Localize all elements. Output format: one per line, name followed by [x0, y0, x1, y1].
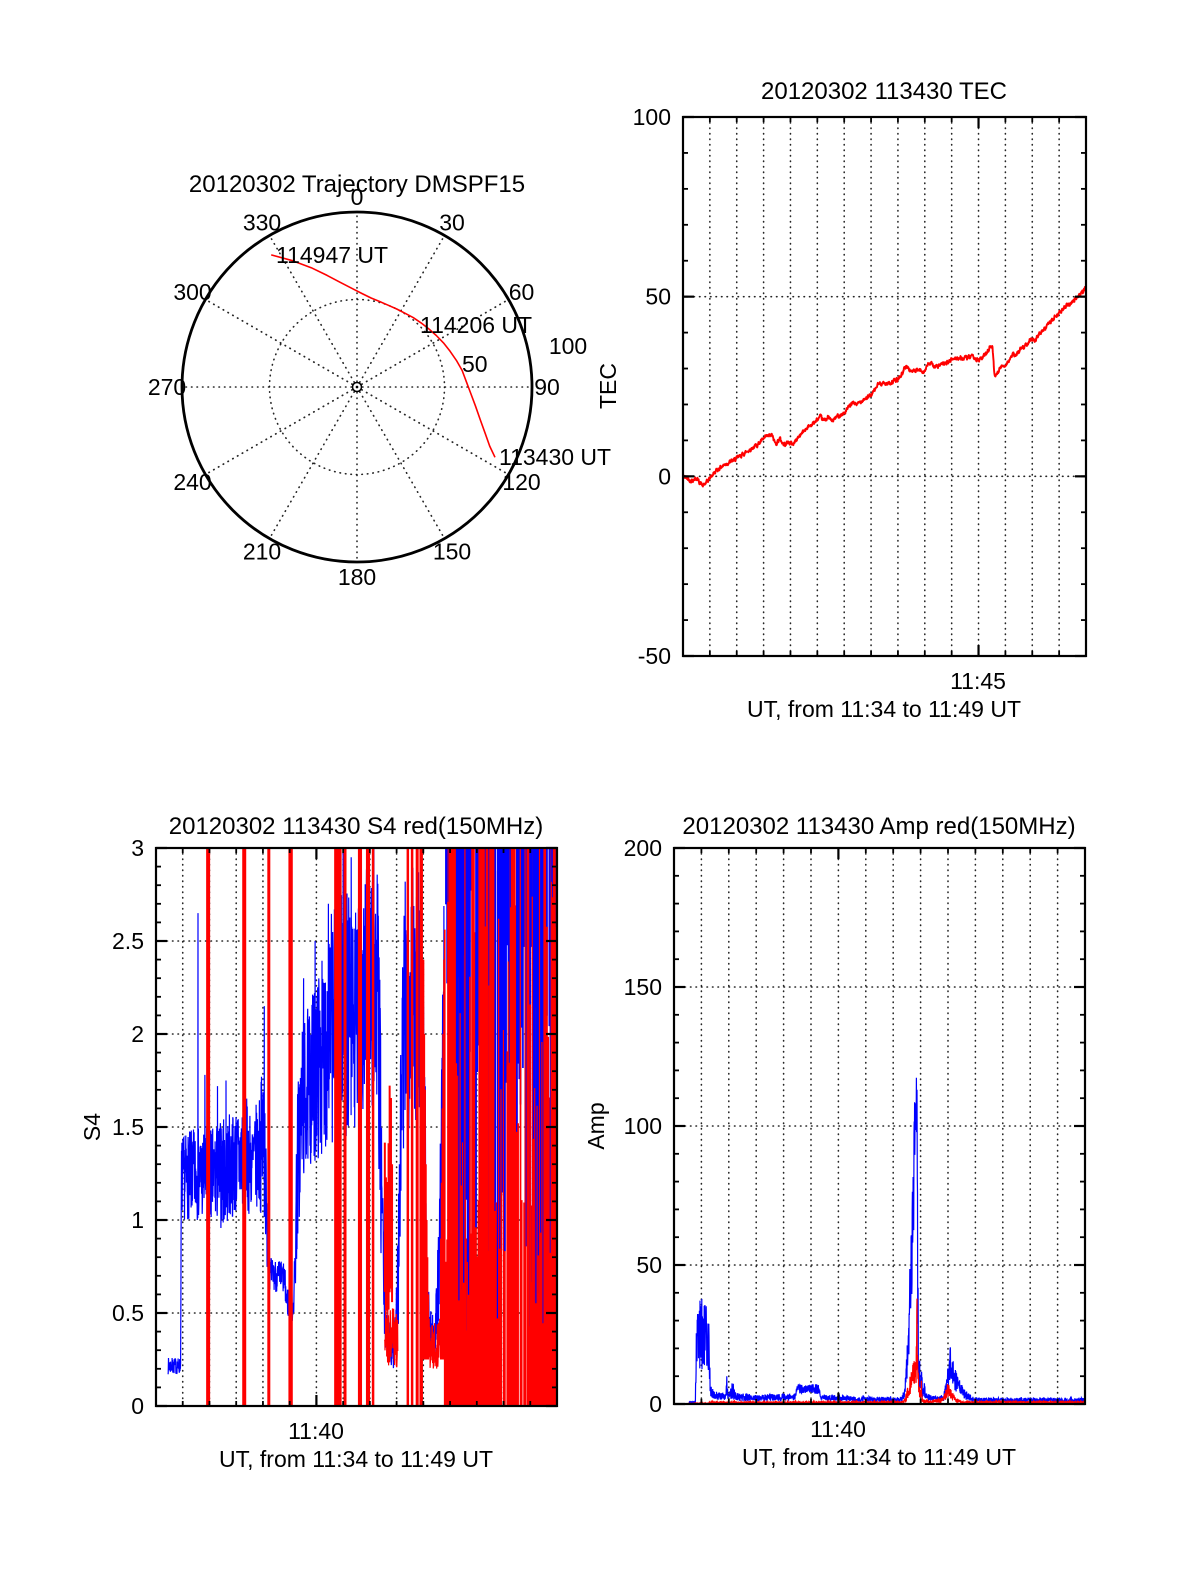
- polar-azimuth-label-30: 30: [439, 210, 465, 236]
- amp-ytick-label: 0: [649, 1391, 662, 1417]
- s4-title: 20120302 113430 S4 red(150MHz): [169, 813, 543, 840]
- polar-azimuth-label-60: 60: [509, 279, 535, 305]
- tec-line: [683, 285, 1086, 488]
- tec-ytick-label: 50: [645, 284, 671, 310]
- s4-x-axis-label: UT, from 11:34 to 11:49 UT: [219, 1446, 493, 1472]
- s4-ytick-label: 2.5: [112, 928, 144, 954]
- polar-azimuth-label-270: 270: [148, 374, 186, 400]
- polar-azimuth-label-0: 0: [351, 184, 364, 210]
- trajectory-title: 20120302 Trajectory DMSPF15: [189, 171, 525, 198]
- tec-y-axis-label: TEC: [595, 363, 621, 409]
- s4-y-axis-label: S4: [79, 1113, 105, 1141]
- polar-spoke: [268, 386, 358, 540]
- amp-ytick-label: 100: [624, 1113, 662, 1139]
- amp-series: [687, 1077, 1085, 1404]
- amp-x-axis-label: UT, from 11:34 to 11:49 UT: [742, 1444, 1016, 1470]
- s4-ytick-label: 3: [131, 835, 144, 861]
- trajectory-annotation-113430: 113430 UT: [499, 444, 611, 470]
- s4-ytick-label: 0: [131, 1393, 144, 1419]
- polar-azimuth-label-120: 120: [502, 469, 540, 495]
- s4-plot-frame: [154, 846, 559, 1408]
- tec-ytick-label: 0: [658, 463, 671, 489]
- polar-azimuth-label-330: 330: [243, 210, 281, 236]
- tec-title: 20120302 113430 TEC: [761, 78, 1007, 105]
- polar-azimuth-label-180: 180: [338, 564, 376, 590]
- tec-plot-frame: [681, 115, 1088, 658]
- plots-layer: [154, 115, 1088, 1408]
- trajectory-annotation-114947: 114947 UT: [276, 242, 388, 268]
- amp-plot: [672, 846, 1087, 1406]
- polar-azimuth-label-210: 210: [243, 539, 281, 565]
- s4-ytick-label: 0.5: [112, 1300, 144, 1326]
- polar-radial-label-50: 50: [462, 351, 488, 377]
- amp-plot-frame: [672, 846, 1087, 1406]
- polar-azimuth-label-300: 300: [173, 279, 211, 305]
- tec-ytick-label: 100: [633, 104, 671, 130]
- polar-spoke: [204, 386, 358, 476]
- s4-ytick-label: 2: [131, 1021, 144, 1047]
- polar-ring-50: [268, 298, 446, 476]
- polar-azimuth-label-240: 240: [173, 469, 211, 495]
- tec-plot: [681, 115, 1088, 658]
- amp-y-axis-label: Amp: [583, 1102, 609, 1149]
- tec-xtick-label: 11:45: [950, 668, 1006, 694]
- s4-series: [167, 848, 557, 1406]
- trajectory-path: [270, 254, 496, 458]
- amp-ytick-label: 50: [636, 1252, 662, 1278]
- s4-ytick-label: 1.5: [112, 1114, 144, 1140]
- polar-spoke: [356, 298, 510, 388]
- polar-center-mark: [351, 381, 363, 393]
- tec-series: [683, 285, 1086, 488]
- tec-ytick-label: -50: [638, 643, 671, 669]
- trajectory-annotation-114206: 114206 UT: [420, 312, 532, 338]
- amp-ytick-label: 150: [624, 974, 662, 1000]
- trajectory-polar: [180, 210, 534, 564]
- amp-ytick-label: 200: [624, 835, 662, 861]
- polar-spoke: [268, 234, 358, 388]
- tec-x-axis-label: UT, from 11:34 to 11:49 UT: [747, 696, 1021, 722]
- polar-spoke: [356, 386, 446, 540]
- polar-azimuth-label-150: 150: [433, 539, 471, 565]
- polar-azimuth-label-90: 90: [534, 374, 560, 400]
- amp-xtick-label: 11:40: [810, 1416, 866, 1442]
- polar-spoke: [356, 386, 510, 476]
- polar-radial-label-100: 100: [549, 333, 587, 359]
- polar-ring-100: [180, 210, 534, 564]
- s4-xtick-label: 11:40: [288, 1418, 344, 1444]
- amp-title: 20120302 113430 Amp red(150MHz): [682, 813, 1075, 840]
- s4-ytick-label: 1: [131, 1207, 144, 1233]
- s4-plot: [154, 846, 559, 1408]
